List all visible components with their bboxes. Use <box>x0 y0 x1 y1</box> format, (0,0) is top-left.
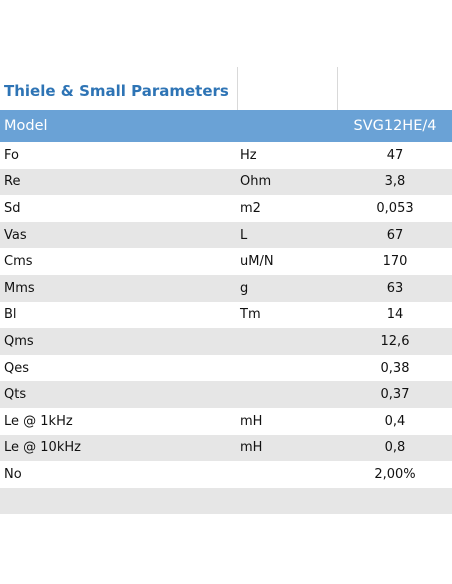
header-model-name: SVG12HE/4 <box>353 118 437 134</box>
parameter-unit <box>240 461 336 488</box>
table-row: Vas L 67 <box>0 221 452 249</box>
parameter-unit: Tm <box>240 307 261 323</box>
parameter-value: 170 <box>382 254 408 270</box>
parameter-name: Qts <box>4 387 27 403</box>
table-row: Qts 0,37 <box>0 381 452 408</box>
table-title: Thiele & Small Parameters <box>4 81 229 100</box>
parameter-name: Re <box>4 174 21 190</box>
parameter-value: 0,8 <box>384 440 406 456</box>
parameter-value: 0,4 <box>384 413 406 429</box>
parameter-value: 3,8 <box>384 174 406 190</box>
table-row: Fo Hz 47 <box>0 142 452 169</box>
parameter-name: Bl <box>4 307 17 323</box>
table-footer-row <box>0 487 452 514</box>
parameter-value: 12,6 <box>380 333 410 349</box>
parameter-value: 0,37 <box>380 387 410 403</box>
parameter-name: Le @ 10kHz <box>4 440 81 456</box>
parameter-name: Le @ 1kHz <box>4 413 73 429</box>
parameter-value: 2,00% <box>374 466 416 482</box>
table-body: Fo Hz 47 Re Ohm 3,8 Sd m2 0,053 Vas L 67 Cms uM/N 170 M… <box>0 142 452 488</box>
parameter-name: Mms <box>4 280 35 296</box>
parameter-unit: L <box>240 227 248 243</box>
table-row: Le @ 10kHz mH 0,8 <box>0 434 452 462</box>
parameter-unit: mH <box>240 413 263 429</box>
parameter-name: Fo <box>4 147 19 163</box>
table-row: Qes 0,38 <box>0 354 452 382</box>
parameter-name: Vas <box>4 227 27 243</box>
parameter-unit: Hz <box>240 147 257 163</box>
parameter-unit <box>240 328 336 355</box>
parameter-name: Cms <box>4 254 33 270</box>
parameter-value: 14 <box>386 307 404 323</box>
parameter-unit: uM/N <box>240 254 274 270</box>
table-row: Qms 12,6 <box>0 328 452 355</box>
title-row: Thiele & Small Parameters <box>0 67 452 110</box>
parameter-value: 0,38 <box>380 360 410 376</box>
parameter-value: 67 <box>386 227 404 243</box>
title-divider-1 <box>237 67 238 110</box>
table-row: Mms g 63 <box>0 274 452 302</box>
table-row: No 2,00% <box>0 461 452 488</box>
parameter-unit: g <box>240 280 249 296</box>
table-row: Sd m2 0,053 <box>0 195 452 222</box>
parameter-value: 63 <box>386 280 404 296</box>
parameter-unit <box>240 381 336 408</box>
table-row: Cms uM/N 170 <box>0 248 452 275</box>
parameter-unit: m2 <box>240 200 261 216</box>
parameter-name: No <box>4 466 22 482</box>
parameter-unit <box>240 355 336 382</box>
header-row: Model SVG12HE/4 <box>0 110 452 142</box>
table-row: Le @ 1kHz mH 0,4 <box>0 407 452 435</box>
ts-parameters-table: Thiele & Small Parameters Model SVG12HE/… <box>0 67 452 514</box>
parameter-unit: Ohm <box>240 174 272 190</box>
parameter-name: Qms <box>4 333 34 349</box>
parameter-value: 0,053 <box>376 200 414 216</box>
header-model-label: Model <box>4 118 48 134</box>
title-divider-2 <box>337 67 338 110</box>
parameter-value: 47 <box>386 147 404 163</box>
parameter-unit: mH <box>240 440 263 456</box>
parameter-name: Qes <box>4 360 30 376</box>
parameter-name: Sd <box>4 200 21 216</box>
table-row: Bl Tm 14 <box>0 301 452 329</box>
table-row: Re Ohm 3,8 <box>0 168 452 196</box>
